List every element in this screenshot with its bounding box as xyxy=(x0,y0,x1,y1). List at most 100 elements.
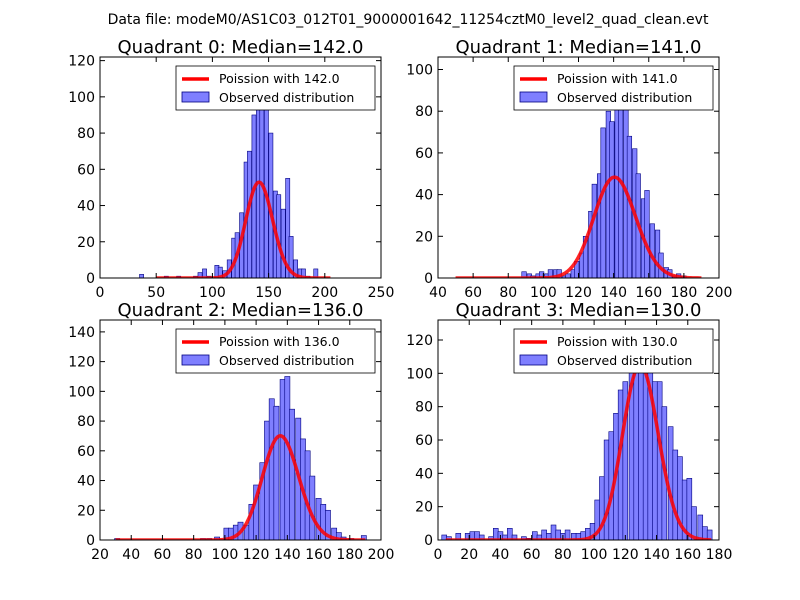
x-tick-label: 120 xyxy=(243,547,270,563)
x-tick-label: 100 xyxy=(212,547,239,563)
chart-panel-2: 20 40 60 80 100 120 140 160 180 20002040608010012… xyxy=(68,300,394,563)
poisson-fit-line xyxy=(155,180,332,278)
y-tick-label: 100 xyxy=(406,366,433,382)
x-tick-label: 200 xyxy=(706,285,733,301)
histogram-bar xyxy=(686,478,693,540)
x-tick-label: 100 xyxy=(581,547,608,563)
histogram-bar xyxy=(564,529,571,540)
x-tick-label: 0 xyxy=(434,547,443,563)
poisson-fit-line xyxy=(115,434,366,540)
legend-bar-swatch xyxy=(519,354,548,366)
y-tick-label: 100 xyxy=(406,63,433,79)
y-tick-label: 80 xyxy=(77,414,95,430)
y-tick-label: 80 xyxy=(415,104,433,120)
y-tick-label: 140 xyxy=(68,325,95,341)
poisson-fit-line xyxy=(455,175,702,278)
y-tick-label: 60 xyxy=(415,433,433,449)
y-tick-label: 0 xyxy=(86,533,95,549)
y-tick-label: 0 xyxy=(86,271,95,287)
histogram-bar xyxy=(644,190,650,278)
x-tick-label: 80 xyxy=(499,285,517,301)
chart-title: Quadrant 0: Median=142.0 xyxy=(118,37,364,58)
legend-hist-label: Observed distribution xyxy=(557,90,692,105)
histogram-bar xyxy=(202,268,207,278)
axes-frame xyxy=(437,319,720,541)
legend-hist-label: Observed distribution xyxy=(219,90,354,105)
y-tick-label: 100 xyxy=(68,384,95,400)
x-tick-label: 100 xyxy=(199,285,226,301)
x-tick-label: 40 xyxy=(492,547,510,563)
chart-title: Quadrant 1: Median=141.0 xyxy=(456,37,702,58)
histogram-bar xyxy=(301,268,306,278)
histogram-bars xyxy=(521,83,687,278)
x-tick-label: 180 xyxy=(671,285,698,301)
histogram-bar xyxy=(539,271,545,278)
chart-title: Quadrant 3: Median=130.0 xyxy=(456,300,702,321)
y-tick-label: 60 xyxy=(415,146,433,162)
y-tick-label: 20 xyxy=(77,503,95,519)
y-tick-label: 60 xyxy=(77,444,95,460)
y-tick-label: 20 xyxy=(77,235,95,251)
x-tick-label: 180 xyxy=(336,547,363,563)
x-tick-label: 160 xyxy=(674,547,701,563)
legend-hist-label: Observed distribution xyxy=(219,353,354,368)
y-tick-label: 120 xyxy=(406,333,433,349)
x-tick-label: 160 xyxy=(305,547,332,563)
histogram-bar xyxy=(217,266,223,278)
histogram-bar xyxy=(492,528,499,540)
histogram-bar xyxy=(622,381,629,540)
y-tick-label: 0 xyxy=(424,271,433,287)
x-tick-label: 250 xyxy=(368,285,395,301)
y-tick-label: 120 xyxy=(68,355,95,371)
axes-frame xyxy=(99,56,382,279)
legend-fit-label: Poission with 136.0 xyxy=(219,334,340,349)
histogram-bar xyxy=(591,183,597,278)
histogram-bars xyxy=(441,331,713,540)
legend-bar-swatch xyxy=(181,91,210,103)
y-tick-label: 40 xyxy=(415,466,433,482)
x-tick-label: 140 xyxy=(274,547,301,563)
x-tick-label: 200 xyxy=(368,547,395,563)
figure-suptitle: Data file: modeM0/AS1C03_012T01_90000016… xyxy=(108,12,709,28)
y-tick-label: 40 xyxy=(77,199,95,215)
y-tick-label: 40 xyxy=(415,188,433,204)
histogram-bar xyxy=(565,273,571,278)
x-tick-label: 60 xyxy=(464,285,482,301)
histogram-bar xyxy=(315,498,322,540)
histogram-bar xyxy=(264,420,270,540)
histogram-bar xyxy=(293,259,298,278)
x-tick-label: 20 xyxy=(460,547,478,563)
y-tick-label: 40 xyxy=(77,474,95,490)
histogram-bar xyxy=(455,533,462,540)
legend-box xyxy=(513,328,714,374)
chart-panel-1: 40 60 80 100 120 140 160 180 200 0 20 40 60 80 100 Quad… xyxy=(406,37,732,301)
histogram-bar xyxy=(603,439,610,540)
legend: Poission with 136.0 Observed distribution xyxy=(175,328,376,374)
histogram-bar xyxy=(547,269,553,278)
histogram-bar xyxy=(268,398,275,540)
histogram-bar xyxy=(289,408,295,540)
histogram-bar xyxy=(706,529,713,540)
y-tick-label: 20 xyxy=(415,500,433,516)
y-tick-label: 120 xyxy=(68,54,95,70)
x-tick-label: 150 xyxy=(255,285,282,301)
histogram-bar xyxy=(672,449,679,540)
axes-frame xyxy=(99,319,382,541)
legend: Poission with 142.0 Observed distribution xyxy=(175,65,376,111)
legend-bar-swatch xyxy=(519,91,548,103)
x-tick-label: 140 xyxy=(643,547,670,563)
y-tick-label: 60 xyxy=(77,162,95,178)
histogram-bar xyxy=(600,127,606,278)
histogram-bar xyxy=(335,532,342,540)
x-tick-label: 20 xyxy=(91,547,109,563)
y-tick-label: 100 xyxy=(68,90,95,106)
x-tick-label: 60 xyxy=(154,547,172,563)
legend-fit-label: Poission with 130.0 xyxy=(557,334,678,349)
histogram-bar xyxy=(609,121,615,278)
legend: Poission with 130.0 Observed distribution xyxy=(513,328,714,374)
x-tick-label: 120 xyxy=(565,285,592,301)
x-tick-label: 60 xyxy=(523,547,541,563)
histogram-bar xyxy=(478,534,485,540)
x-tick-label: 140 xyxy=(600,285,627,301)
